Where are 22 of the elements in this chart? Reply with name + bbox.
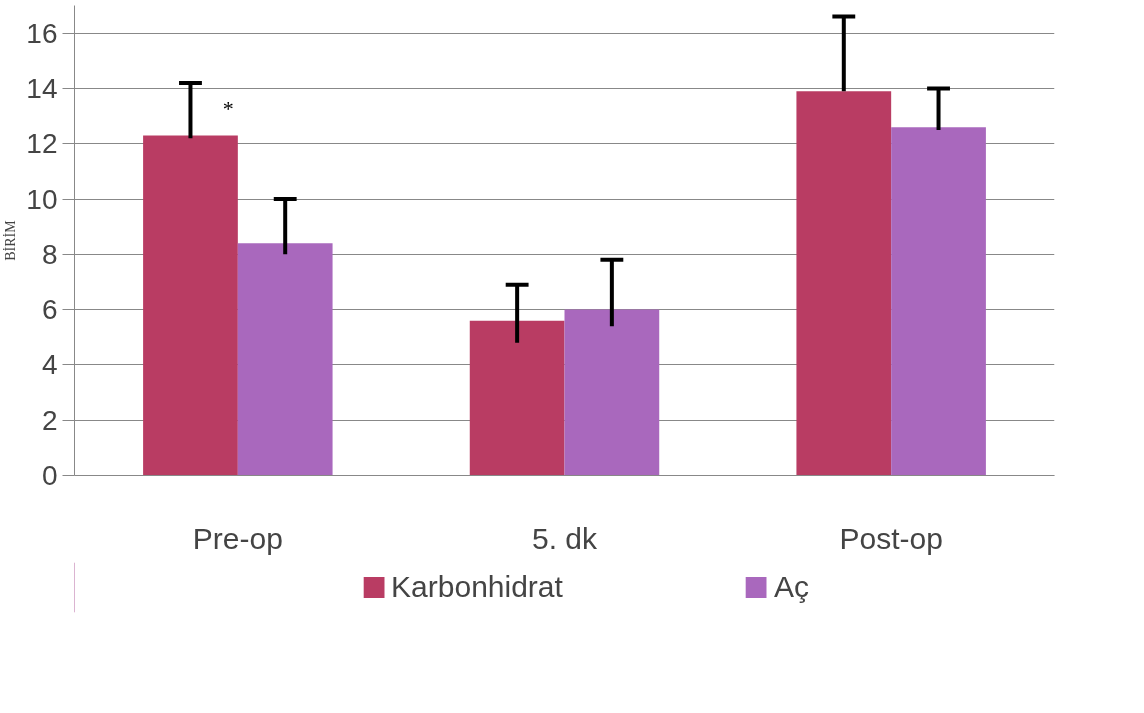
bar bbox=[564, 309, 660, 476]
y-tick-label: 6 bbox=[41, 294, 58, 326]
y-tick-label: 10 bbox=[26, 183, 58, 215]
x-tick-label: Post-op bbox=[839, 521, 943, 555]
legend-label: Aç bbox=[773, 570, 809, 604]
bar bbox=[891, 127, 986, 476]
legend-label: Karbonhidrat bbox=[391, 570, 563, 604]
y-tick-label: 2 bbox=[41, 404, 58, 436]
x-tick-label: 5. dk bbox=[531, 521, 599, 555]
y-tick-label: 4 bbox=[41, 349, 58, 381]
y-tick-label: 8 bbox=[41, 238, 58, 270]
annotation: * bbox=[222, 96, 234, 122]
y-axis-title: BİRİM bbox=[3, 219, 19, 261]
y-tick-label: 14 bbox=[26, 72, 58, 104]
y-tick-label: 16 bbox=[26, 17, 58, 49]
bar bbox=[237, 243, 333, 476]
bar bbox=[143, 135, 238, 476]
x-tick-label: Pre-op bbox=[192, 521, 283, 555]
y-tick-label: 0 bbox=[41, 460, 58, 491]
y-tick-label: 12 bbox=[26, 128, 58, 160]
bar bbox=[796, 91, 892, 476]
bar bbox=[469, 320, 565, 476]
